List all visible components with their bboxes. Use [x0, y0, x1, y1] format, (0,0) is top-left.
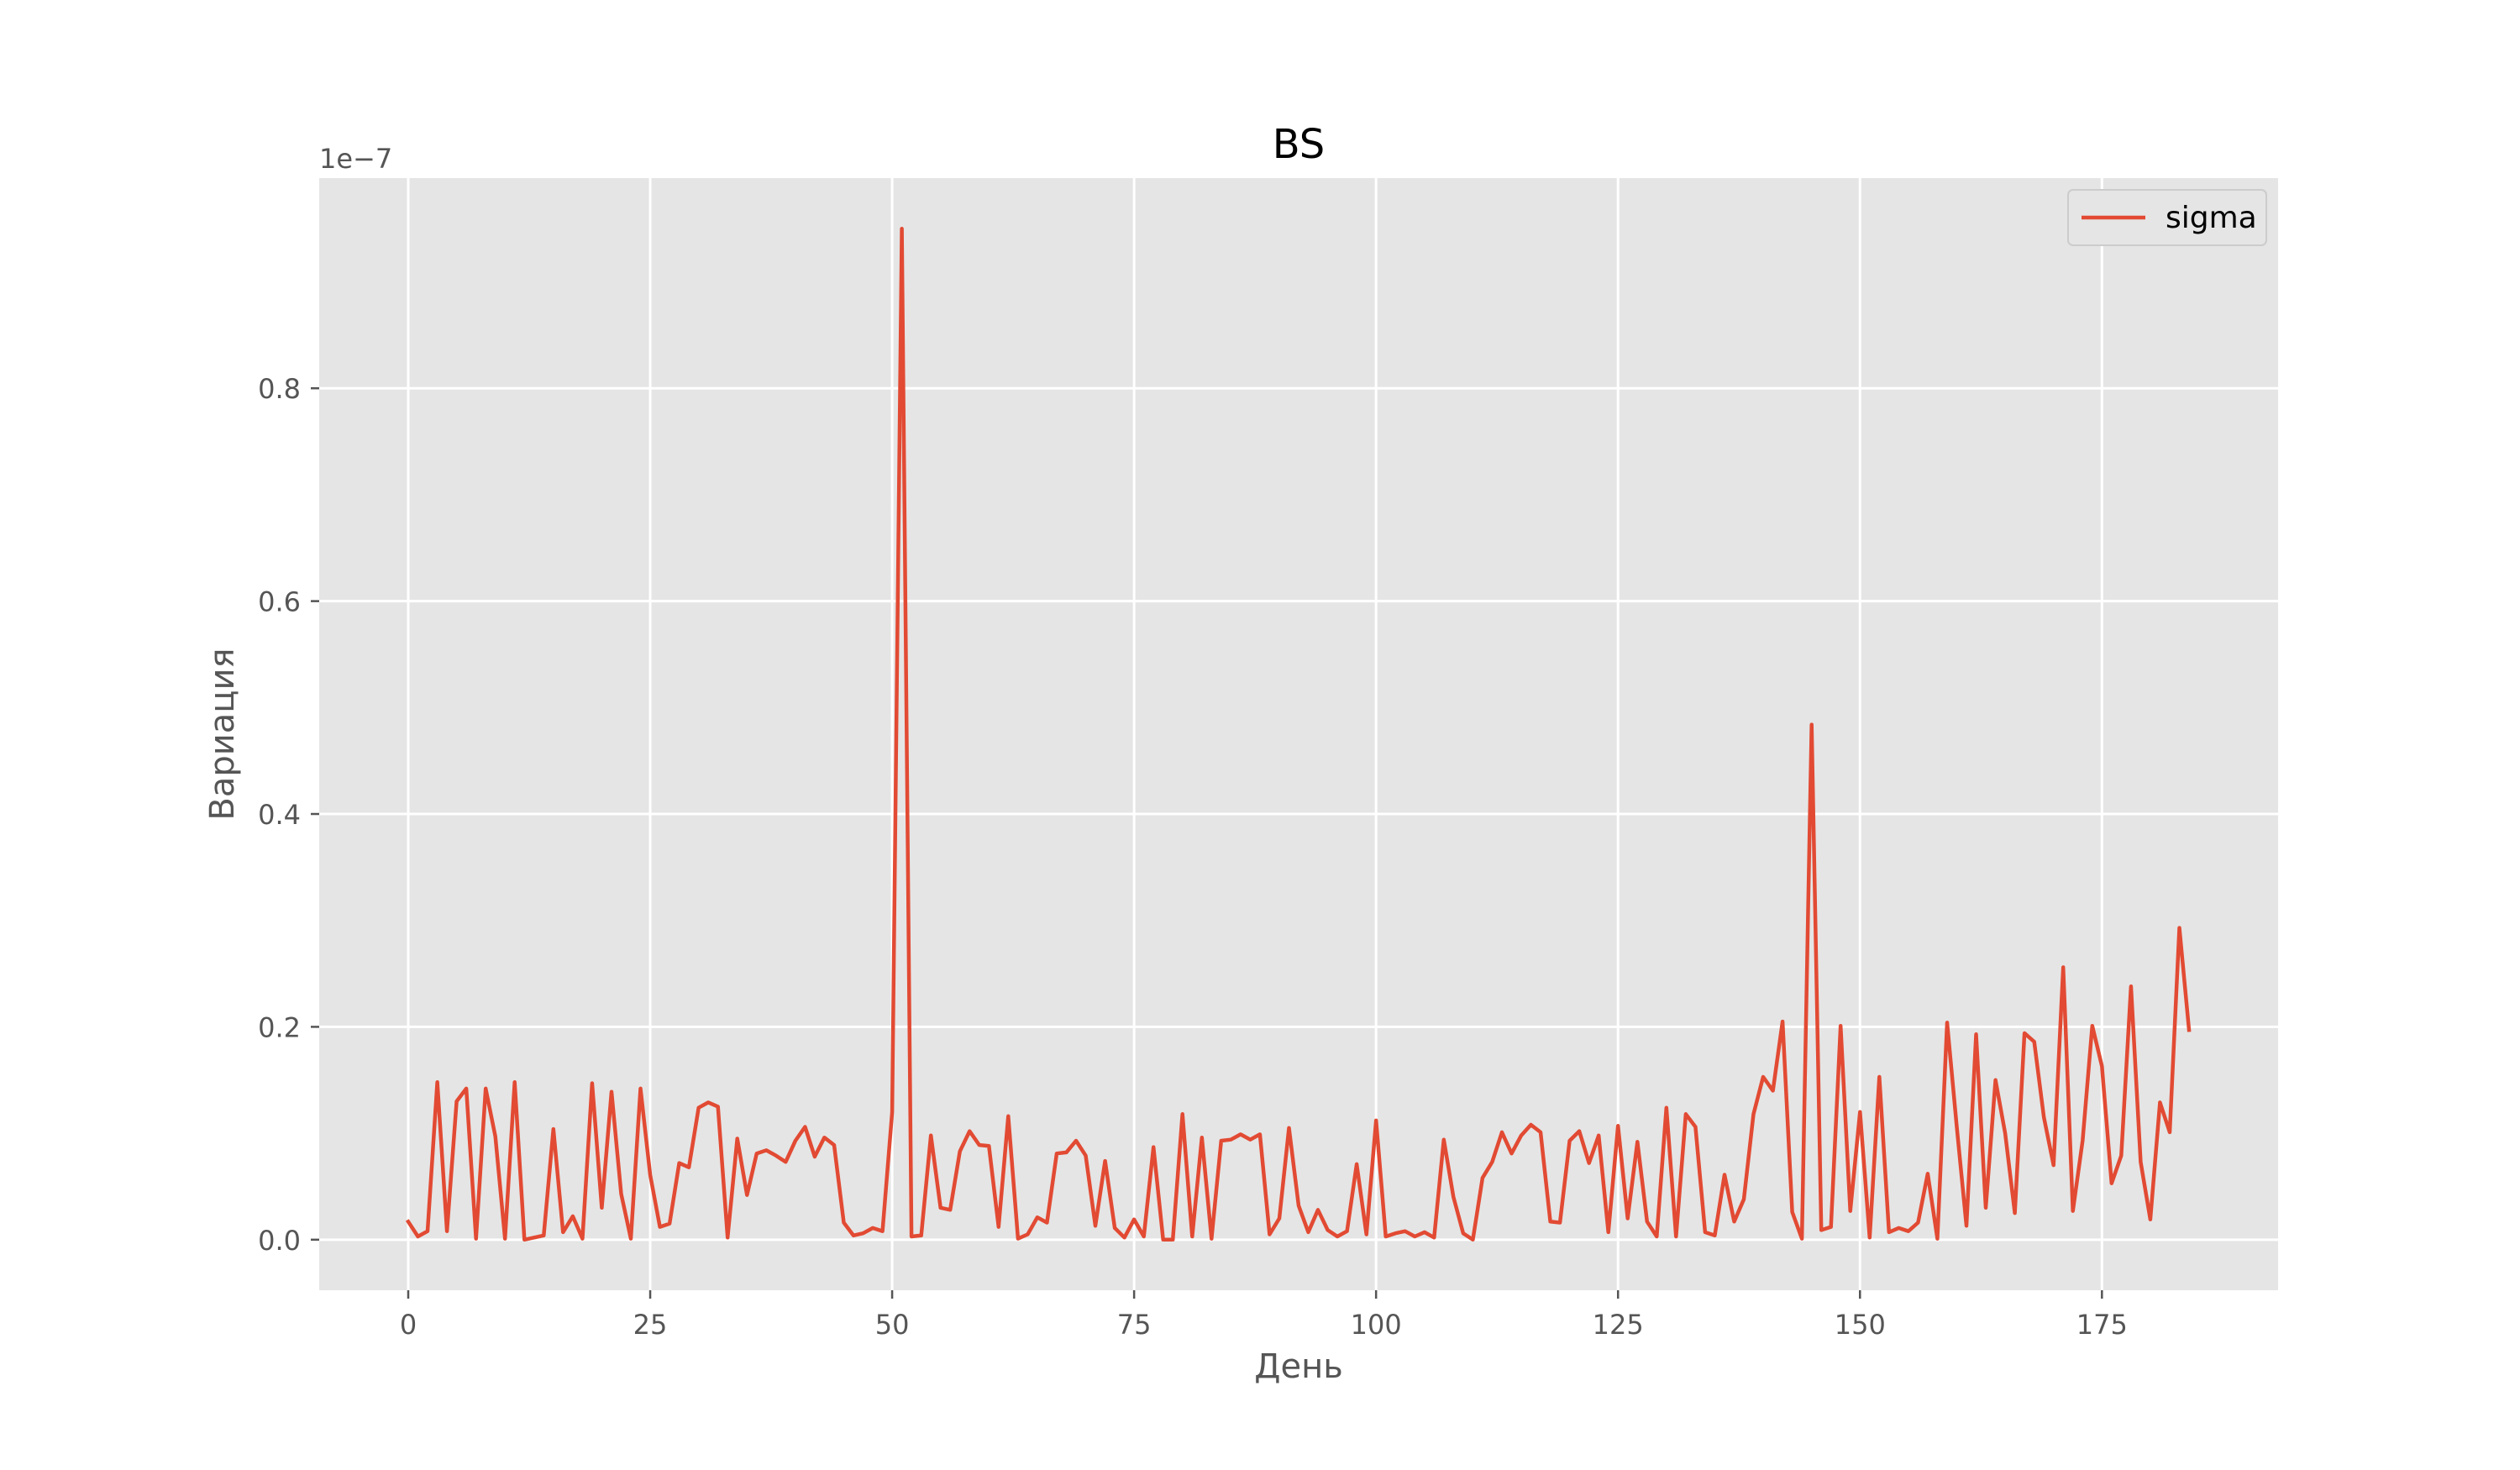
y-tick-label: 0.2 [258, 1011, 301, 1043]
y-tick-label: 0.8 [258, 373, 301, 405]
x-tick-label: 150 [1835, 1309, 1886, 1341]
y-tick-label: 0.0 [258, 1225, 301, 1257]
x-tick-label: 50 [875, 1309, 910, 1341]
grid [319, 178, 2278, 1290]
legend-box [2067, 189, 2267, 246]
y-offset-text: 1e−7 [319, 143, 392, 175]
x-tick-label: 25 [633, 1309, 668, 1341]
x-axis-label: День [1254, 1347, 1343, 1386]
x-tick-label: 100 [1351, 1309, 1402, 1341]
y-tick-label: 0.4 [258, 799, 301, 831]
series-line-sigma [405, 226, 2192, 1242]
legend: sigma [2067, 189, 2267, 246]
x-axis: 0 25 50 75 100 125 150 175 [400, 1290, 2128, 1341]
y-tick-label: 0.6 [258, 586, 301, 618]
x-tick-label: 175 [2076, 1309, 2128, 1341]
series-layer [405, 226, 2192, 1242]
x-tick-label: 0 [400, 1309, 417, 1341]
legend-label-sigma: sigma [2166, 201, 2257, 235]
y-axis: 0.0 0.2 0.4 0.6 0.8 [258, 373, 319, 1257]
x-tick-label: 125 [1593, 1309, 1644, 1341]
y-axis-label: Вариация [203, 648, 242, 820]
chart-title: BS [1273, 121, 1326, 168]
x-tick-label: 75 [1117, 1309, 1152, 1341]
plot-area [319, 178, 2278, 1290]
